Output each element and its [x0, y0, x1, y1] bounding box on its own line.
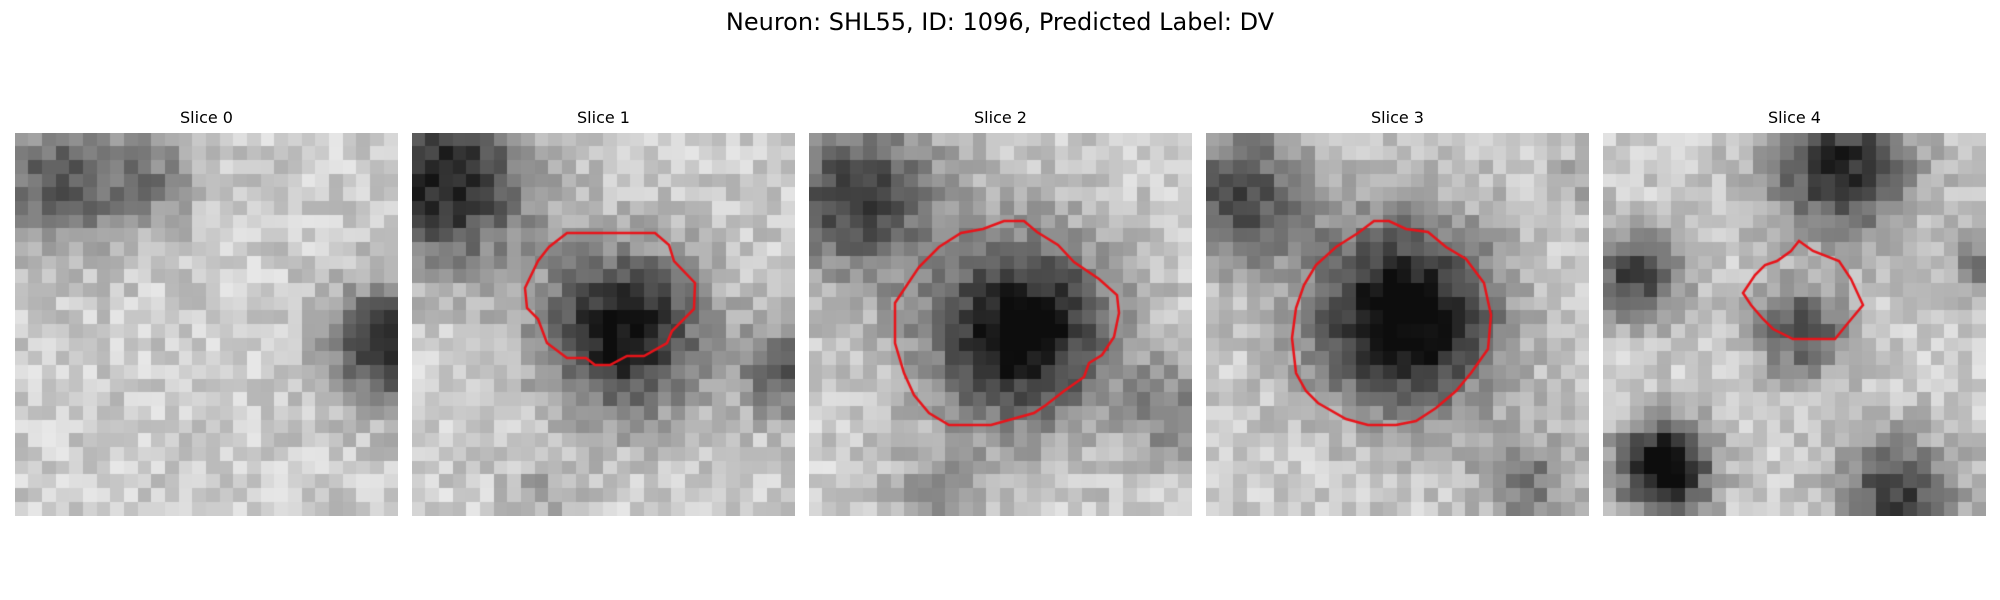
slice-title: Slice 4: [1768, 108, 1821, 127]
figure-title: Neuron: SHL55, ID: 1096, Predicted Label…: [725, 8, 1275, 36]
slice-panel-2: Slice 2: [809, 108, 1192, 516]
slice-panel-3: Slice 3: [1206, 108, 1589, 516]
slice-image: [1603, 133, 1986, 516]
slice-title: Slice 0: [180, 108, 233, 127]
slice-image: [15, 133, 398, 516]
slice-title: Slice 3: [1371, 108, 1424, 127]
slice-title: Slice 1: [577, 108, 630, 127]
slice-image: [1206, 133, 1589, 516]
slice-image: [809, 133, 1192, 516]
slice-panel-1: Slice 1: [412, 108, 795, 516]
slice-image: [412, 133, 795, 516]
slice-panel-0: Slice 0: [15, 108, 398, 516]
slice-panel-4: Slice 4: [1603, 108, 1986, 516]
slice-title: Slice 2: [974, 108, 1027, 127]
